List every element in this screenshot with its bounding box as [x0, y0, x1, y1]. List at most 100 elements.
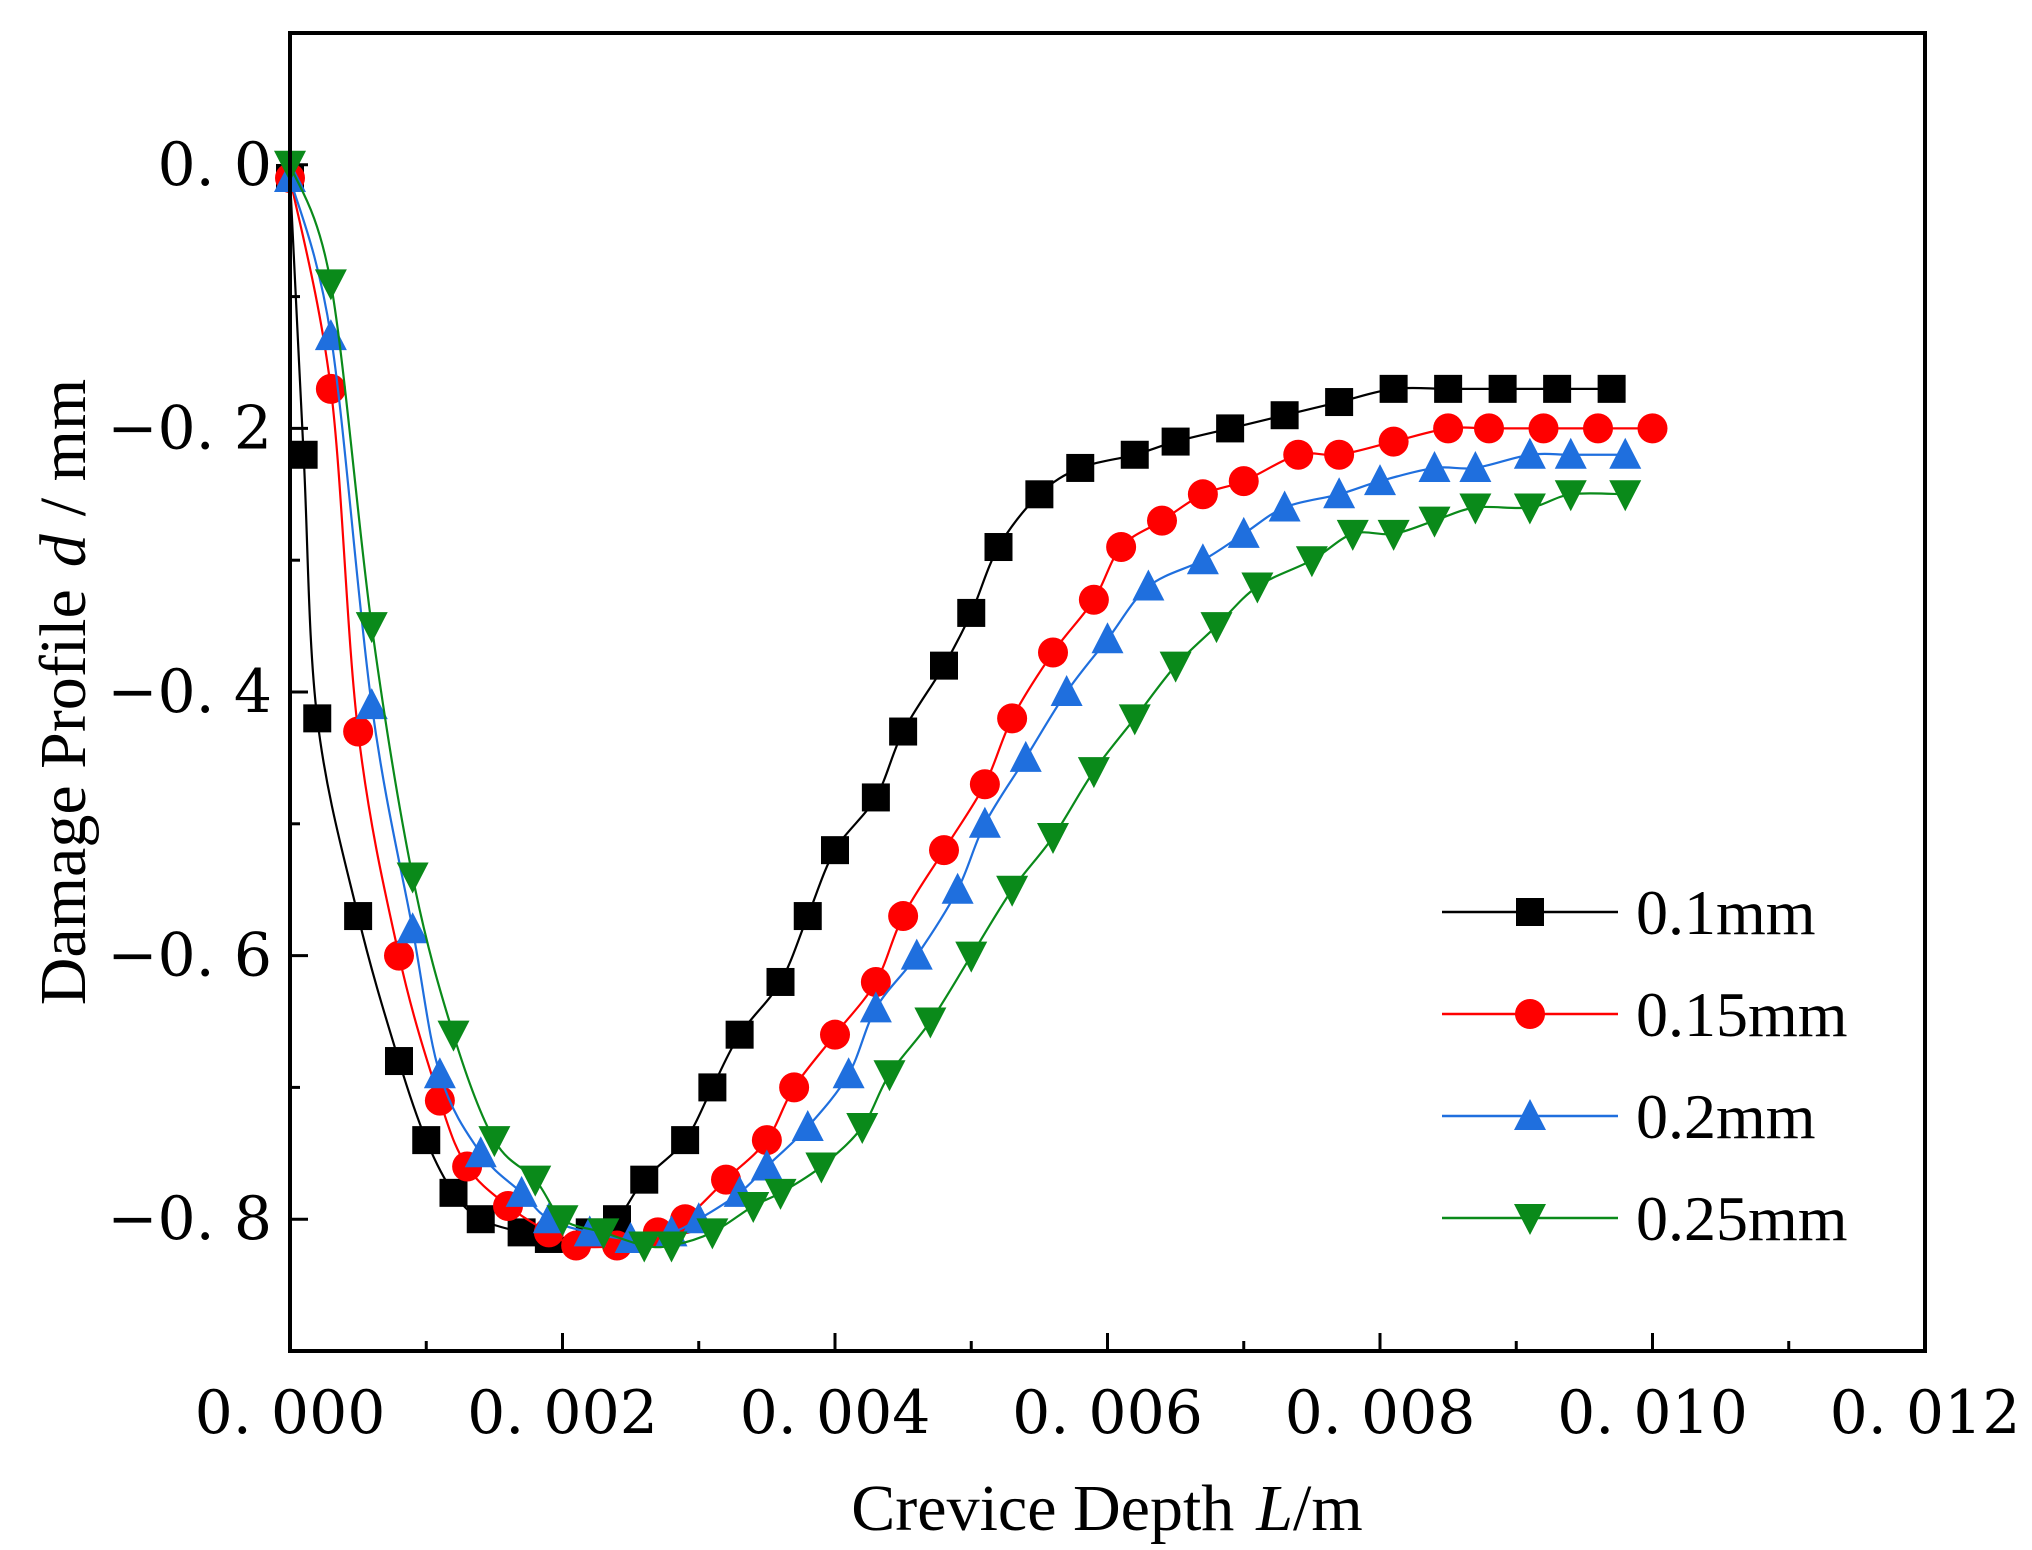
x-tick-label: 0. 006: [1012, 1378, 1203, 1448]
data-point: [997, 703, 1028, 734]
data-point: [1227, 516, 1260, 548]
data-point: [315, 373, 346, 404]
data-point: [1161, 427, 1190, 456]
data-point: [1186, 543, 1219, 575]
data-point: [1583, 413, 1613, 444]
data-point: [957, 598, 986, 627]
x-tick-label: 0. 002: [467, 1378, 658, 1448]
data-point: [396, 912, 429, 944]
data-point: [1488, 374, 1517, 403]
data-point: [1377, 519, 1410, 551]
data-point: [805, 1152, 838, 1184]
y-axis-variable: d: [27, 533, 100, 567]
data-point: [1187, 479, 1218, 510]
data-point: [1009, 740, 1042, 772]
series-layer: [274, 150, 1668, 1263]
legend-label: 0.15mm: [1636, 979, 1848, 1050]
y-tick-label: 0. 0: [158, 130, 273, 200]
series-4: [274, 150, 1642, 1263]
data-point: [1241, 572, 1274, 604]
data-point: [1077, 757, 1110, 789]
data-point: [1364, 464, 1396, 496]
data-point: [1513, 437, 1546, 469]
data-point: [1270, 401, 1299, 430]
data-point: [355, 688, 388, 720]
data-point: [671, 1126, 700, 1155]
data-point: [996, 875, 1029, 907]
data-point: [1295, 546, 1328, 578]
y-tick-label: −0. 2: [107, 393, 272, 463]
data-point: [737, 1192, 770, 1224]
data-point: [766, 967, 795, 996]
data-point: [861, 783, 890, 812]
data-point: [1216, 414, 1245, 443]
data-point: [846, 1112, 879, 1144]
data-point: [711, 1164, 741, 1195]
data-point: [779, 1072, 810, 1103]
data-point: [750, 1149, 783, 1181]
legend: 0.1mm 0.15mm 0.2mm 0.25mm: [1442, 877, 1848, 1254]
x-tick-label: 0. 004: [740, 1378, 931, 1448]
legend-marker: [1516, 898, 1544, 926]
data-point: [396, 862, 429, 894]
data-point: [873, 1060, 906, 1092]
data-point: [314, 269, 347, 301]
y-axis-unit: / mm: [27, 379, 100, 517]
data-point: [1554, 480, 1587, 512]
data-point: [888, 901, 919, 932]
data-point: [793, 902, 822, 931]
data-point: [1609, 480, 1642, 512]
legend-marker: [1514, 1099, 1546, 1130]
data-point: [725, 1020, 754, 1049]
data-point: [355, 612, 388, 644]
data-point: [696, 1218, 729, 1250]
x-axis-variable: L: [1255, 1472, 1293, 1545]
y-axis-title-text: Damage Profile: [27, 589, 100, 1005]
data-point: [1474, 413, 1504, 444]
data-point: [384, 940, 414, 971]
data-point: [343, 716, 374, 747]
data-point: [1418, 450, 1451, 482]
data-point: [655, 1231, 688, 1263]
legend-marker: [1514, 1204, 1546, 1235]
series-1: [276, 163, 1626, 1253]
data-point: [791, 1109, 824, 1141]
data-point: [1025, 480, 1054, 509]
data-point: [303, 704, 332, 733]
data-point: [1268, 490, 1301, 522]
x-tick-label: 0. 008: [1285, 1378, 1476, 1448]
data-point: [1147, 505, 1177, 536]
legend-label: 0.1mm: [1636, 877, 1816, 948]
data-point: [1434, 374, 1463, 403]
x-axis-title-text: Crevice Depth: [851, 1472, 1234, 1545]
data-point: [889, 717, 918, 746]
data-point: [532, 1202, 565, 1234]
y-tick-label: −0. 8: [107, 1184, 272, 1254]
data-point: [587, 1218, 620, 1250]
data-point: [1336, 519, 1369, 551]
data-point: [968, 806, 1001, 838]
data-point: [1037, 822, 1069, 854]
x-tick-label: 0. 010: [1557, 1378, 1748, 1448]
data-point: [1418, 506, 1451, 538]
data-point: [900, 938, 933, 970]
data-point: [289, 440, 318, 469]
data-point: [1050, 675, 1083, 706]
data-point: [820, 1019, 850, 1050]
data-point: [914, 1007, 947, 1039]
data-point: [1078, 584, 1109, 615]
series-2: [275, 162, 1668, 1261]
y-axis-ticks: 0. 0 −0. 2 −0. 4 −0. 6 −0. 8: [107, 31, 308, 1353]
data-point: [751, 1125, 782, 1156]
data-point: [1066, 453, 1095, 482]
data-point: [1378, 426, 1409, 457]
data-point: [1433, 413, 1464, 444]
data-point: [969, 769, 1000, 800]
y-tick-label: −0. 6: [107, 921, 272, 991]
x-axis-unit: /m: [1293, 1472, 1363, 1545]
data-point: [832, 1057, 865, 1089]
data-point: [344, 902, 373, 931]
data-point: [1637, 413, 1668, 444]
data-point: [1543, 374, 1572, 403]
